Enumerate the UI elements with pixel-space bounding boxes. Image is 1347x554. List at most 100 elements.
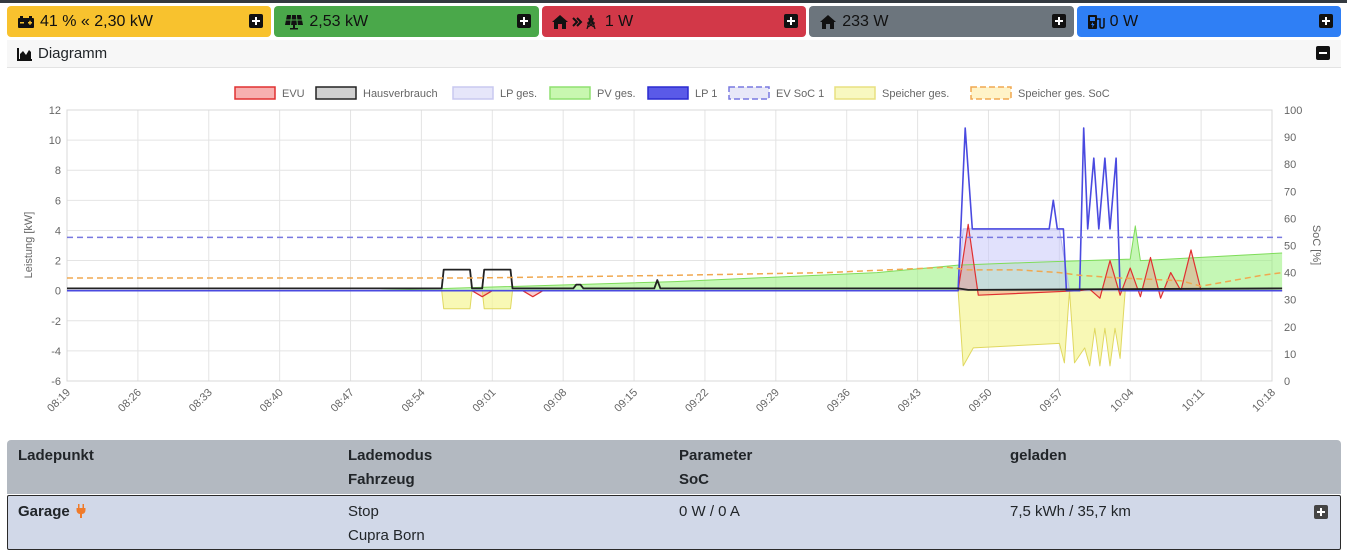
status-tiles: 41 % « 2,30 kW 2,53 kW 1 W 233 W 0 W [7, 6, 1342, 37]
y2-tick-label: 40 [1284, 268, 1296, 280]
y-axis-title: Leistung [kW] [23, 212, 35, 279]
legend-swatch-speicher-ges [834, 86, 876, 100]
y2-tick-label: 70 [1284, 186, 1296, 198]
legend-swatch-ev-soc-1 [728, 86, 770, 100]
x-tick-label: 10:04 [1108, 387, 1136, 415]
grid-tile[interactable]: 1 W [541, 6, 807, 37]
grid-value: 1 W [604, 12, 634, 30]
y2-tick-label: 80 [1284, 159, 1296, 171]
battery-tile[interactable]: 41 % « 2,30 kW [7, 6, 272, 37]
collapse-diagram-icon[interactable] [1316, 46, 1330, 60]
top-border [0, 0, 1347, 3]
table-header: Ladepunkt Lademodus Fahrzeug Parameter S… [7, 440, 1341, 494]
house-grid-icon [551, 14, 600, 30]
x-tick-label: 09:22 [683, 387, 711, 415]
legend-label-lp-1: LP 1 [695, 88, 717, 100]
x-tick-label: 09:01 [470, 387, 498, 415]
x-tick-label: 09:08 [541, 387, 569, 415]
x-tick-label: 08:26 [116, 387, 144, 415]
x-tick-label: 09:36 [825, 387, 853, 415]
expand-battery-icon[interactable] [249, 14, 264, 28]
y-tick-label: 8 [55, 165, 61, 177]
expand-pv-icon[interactable] [516, 14, 531, 28]
line-hausverbrauch [67, 268, 1283, 291]
line-lp-1 [67, 127, 1283, 292]
legend-label-pv-ges: PV ges. [597, 88, 636, 100]
header-parameter: Parameter [679, 447, 753, 464]
house-tile[interactable]: 233 W [809, 6, 1074, 37]
expand-row-icon[interactable] [1314, 505, 1328, 519]
row-geladen: 7,5 kWh / 35,7 km [1010, 503, 1131, 520]
row-ladepunkt[interactable]: Garage [18, 503, 86, 522]
x-tick-label: 09:57 [1038, 387, 1066, 415]
y-tick-label: -6 [51, 376, 61, 388]
legend-label-lp-ges: LP ges. [500, 88, 537, 100]
expand-grid-icon[interactable] [784, 14, 799, 28]
header-soc: SoC [679, 471, 709, 488]
x-tick-label: 08:47 [329, 387, 357, 415]
x-tick-label: 09:50 [967, 387, 995, 415]
expand-house-icon[interactable] [1051, 14, 1066, 28]
legend-swatch-lp-1 [647, 86, 689, 100]
header-geladen: geladen [1010, 447, 1067, 464]
chart-svg: -6 -4 -2 0 2 4 6 8 10 12 0 10 20 30 40 50 60 70 80 90 100 08:… [23, 86, 1322, 415]
diagram-header[interactable]: Diagramm [7, 40, 1341, 68]
plot-frame [66, 109, 1273, 382]
area-chart-icon [17, 47, 33, 61]
x-tick-label: 10:18 [1250, 387, 1278, 415]
legend-label-hausverbrauch: Hausverbrauch [363, 88, 438, 100]
x-tick-label: 10:11 [1180, 387, 1207, 414]
y-tick-label: -2 [51, 316, 61, 328]
x-tick-label: 08:19 [45, 387, 73, 415]
charge-point-table: Ladepunkt Lademodus Fahrzeug Parameter S… [7, 440, 1341, 551]
y-tick-label: 4 [55, 225, 61, 237]
y2-tick-label: 60 [1284, 213, 1296, 225]
diagram-title: Diagramm [38, 45, 108, 62]
x-tick-label: 09:43 [896, 387, 924, 415]
expand-charging-icon[interactable] [1319, 14, 1334, 28]
legend-swatch-pv-ges [549, 86, 591, 100]
battery-icon [17, 15, 35, 29]
legend-swatch-evu [234, 86, 276, 100]
area-pv-ges [67, 225, 1283, 291]
row-lademodus[interactable]: Stop [348, 503, 379, 520]
line-speicher-ges-soc [67, 266, 1283, 287]
house-icon [819, 14, 837, 30]
charging-tile[interactable]: 0 W [1076, 6, 1342, 37]
solar-panel-icon [284, 14, 304, 30]
area-speicher-ges [67, 290, 1283, 366]
row-ladepunkt-label: Garage [18, 503, 70, 520]
area-lp-ges [67, 228, 1283, 291]
legend-label-speicher-ges: Speicher ges. [882, 88, 949, 100]
y2-tick-label: 90 [1284, 132, 1296, 144]
battery-value: 41 % « 2,30 kW [40, 12, 153, 30]
y-tick-label: 2 [55, 256, 61, 268]
row-fahrzeug: Cupra Born [348, 527, 425, 544]
header-lademodus: Lademodus [348, 447, 433, 464]
house-value: 233 W [842, 12, 889, 30]
charging-station-icon [1087, 14, 1105, 30]
y2-tick-label: 20 [1284, 322, 1296, 334]
x-tick-label: 08:54 [400, 387, 428, 415]
y2-tick-label: 50 [1284, 241, 1296, 253]
x-tick-label: 08:33 [187, 387, 215, 415]
y2-tick-label: 100 [1284, 105, 1302, 117]
legend-swatch-hausverbrauch [315, 86, 357, 100]
plug-icon [76, 504, 86, 522]
table-row[interactable]: Garage Stop Cupra Born 0 W / 0 A 7,5 kWh… [7, 495, 1341, 550]
y-tick-label: 6 [55, 195, 61, 207]
header-fahrzeug: Fahrzeug [348, 471, 415, 488]
header-ladepunkt: Ladepunkt [18, 447, 94, 464]
y-tick-label: 0 [55, 286, 61, 298]
y2-tick-label: 0 [1284, 376, 1290, 388]
legend-label-ev-soc-1: EV SoC 1 [776, 88, 824, 100]
power-chart: -6 -4 -2 0 2 4 6 8 10 12 0 10 20 30 40 50 60 70 80 90 100 08:… [7, 70, 1341, 434]
x-tick-label: 09:29 [754, 387, 782, 415]
pv-tile[interactable]: 2,53 kW [274, 6, 539, 37]
row-parameter: 0 W / 0 A [679, 503, 740, 520]
legend-label-speicher-ges-soc: Speicher ges. SoC [1018, 88, 1110, 100]
y2-tick-label: 30 [1284, 295, 1296, 307]
y2-tick-label: 10 [1284, 349, 1296, 361]
pv-value: 2,53 kW [309, 12, 369, 30]
legend-label-evu: EVU [282, 88, 305, 100]
